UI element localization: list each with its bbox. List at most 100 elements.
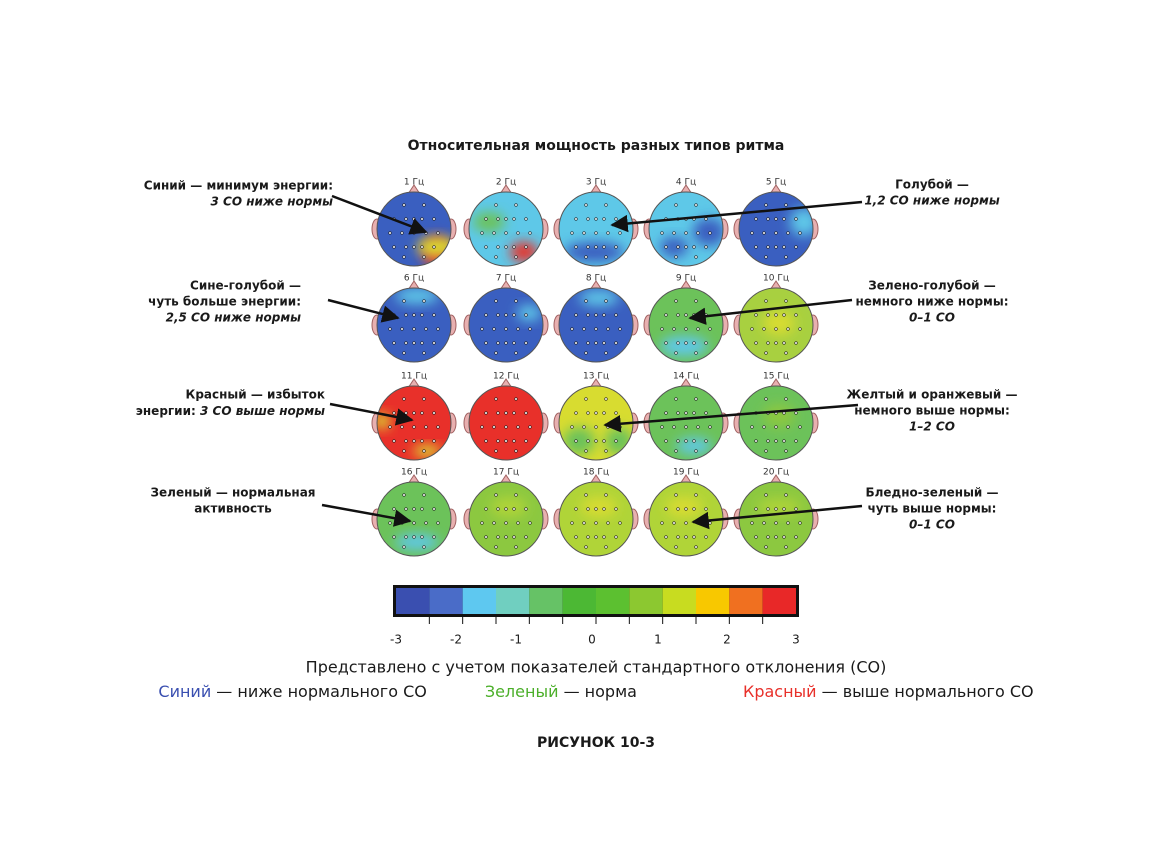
electrode bbox=[676, 411, 680, 415]
electrode bbox=[684, 425, 688, 429]
electrode bbox=[708, 425, 712, 429]
electrode bbox=[672, 231, 676, 235]
electrode bbox=[618, 327, 622, 331]
electrode bbox=[524, 535, 528, 539]
map-fill bbox=[377, 386, 451, 460]
electrode bbox=[584, 255, 588, 259]
electrode bbox=[696, 425, 700, 429]
electrode bbox=[784, 397, 788, 401]
electrode bbox=[754, 535, 758, 539]
electrode bbox=[432, 411, 436, 415]
electrode bbox=[504, 327, 508, 331]
electrode bbox=[614, 411, 618, 415]
electrode bbox=[496, 439, 500, 443]
map-blob bbox=[757, 499, 801, 515]
electrode bbox=[764, 545, 768, 549]
head-map: 7 Гц bbox=[463, 274, 549, 363]
map-fill bbox=[649, 192, 723, 266]
electrode bbox=[512, 439, 516, 443]
electrode bbox=[782, 341, 786, 345]
electrode bbox=[582, 327, 586, 331]
annotation: 1–2 СО bbox=[909, 420, 955, 434]
electrode bbox=[432, 341, 436, 345]
electrode bbox=[784, 351, 788, 355]
electrode bbox=[774, 313, 778, 317]
scale-cell bbox=[462, 588, 496, 614]
electrode bbox=[594, 507, 598, 511]
electrode bbox=[480, 425, 484, 429]
electrode bbox=[584, 545, 588, 549]
annotation: 1,2 СО ниже нормы bbox=[864, 194, 1000, 208]
head-map: 2 Гц bbox=[463, 178, 549, 267]
electrode bbox=[594, 313, 598, 317]
electrode bbox=[684, 341, 688, 345]
electrode bbox=[704, 439, 708, 443]
head-map: 14 Гц bbox=[643, 372, 729, 461]
electrode bbox=[750, 327, 754, 331]
head-map: 13 Гц bbox=[553, 372, 639, 461]
scale-cell bbox=[729, 588, 763, 614]
title: Относительная мощность разных типов ритм… bbox=[408, 138, 785, 154]
electrode bbox=[782, 217, 786, 221]
map-blob bbox=[377, 413, 390, 429]
head-outline bbox=[376, 191, 452, 267]
electrode bbox=[420, 341, 424, 345]
electrode bbox=[422, 299, 426, 303]
map-label: 13 Гц bbox=[583, 372, 609, 382]
electrode bbox=[528, 231, 532, 235]
electrode bbox=[672, 327, 676, 331]
scale-cell bbox=[596, 588, 630, 614]
electrode bbox=[402, 449, 406, 453]
arrow bbox=[691, 504, 863, 530]
electrode bbox=[494, 545, 498, 549]
electrode bbox=[504, 341, 508, 345]
head-outline bbox=[648, 191, 724, 267]
annotation: Бледно-зеленый — bbox=[865, 486, 998, 500]
head-outline bbox=[738, 191, 814, 267]
electrode bbox=[664, 439, 668, 443]
electrode bbox=[782, 507, 786, 511]
electrode bbox=[402, 299, 406, 303]
electrode bbox=[684, 245, 688, 249]
electrode bbox=[766, 313, 770, 317]
electrode bbox=[694, 545, 698, 549]
electrode bbox=[754, 245, 758, 249]
map-blob bbox=[666, 497, 702, 517]
electrode bbox=[412, 217, 416, 221]
arrow bbox=[603, 403, 859, 433]
electrode bbox=[512, 535, 516, 539]
scale-label: 2 bbox=[723, 633, 731, 647]
electrode bbox=[584, 493, 588, 497]
electrode bbox=[392, 341, 396, 345]
electrode bbox=[674, 255, 678, 259]
electrode bbox=[516, 231, 520, 235]
annotation: Красный — избыток bbox=[186, 388, 325, 402]
electrode bbox=[684, 231, 688, 235]
head-map: 11 Гц bbox=[371, 372, 457, 461]
electrode bbox=[692, 313, 696, 317]
head-map: 20 Гц bbox=[733, 468, 819, 557]
head-outline bbox=[738, 385, 814, 461]
arrow bbox=[610, 200, 863, 233]
arrow bbox=[329, 402, 414, 426]
map-blob bbox=[510, 242, 538, 262]
head-map: 19 Гц bbox=[643, 468, 729, 557]
electrode bbox=[402, 493, 406, 497]
electrode bbox=[754, 439, 758, 443]
electrode bbox=[664, 245, 668, 249]
electrode bbox=[480, 327, 484, 331]
electrode bbox=[424, 327, 428, 331]
electrode bbox=[484, 245, 488, 249]
electrode bbox=[704, 535, 708, 539]
electrode bbox=[692, 411, 696, 415]
electrode bbox=[496, 535, 500, 539]
electrode bbox=[764, 397, 768, 401]
map-blob bbox=[660, 336, 708, 356]
head-map: 5 Гц bbox=[733, 178, 819, 267]
electrode bbox=[786, 327, 790, 331]
electrode bbox=[694, 449, 698, 453]
scale-cell bbox=[696, 588, 730, 614]
electrode bbox=[516, 425, 520, 429]
electrode bbox=[412, 313, 416, 317]
